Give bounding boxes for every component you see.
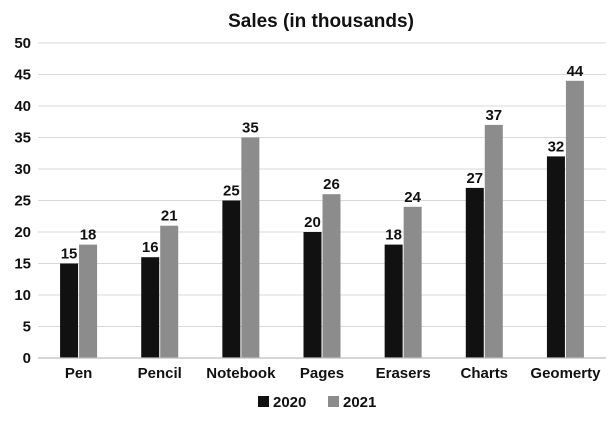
y-tick-label: 45 — [14, 67, 31, 84]
data-label: 15 — [61, 246, 78, 263]
bar-2020-erasers — [384, 244, 403, 358]
bar-2021-pages — [322, 194, 341, 358]
y-axis-ticks: 0 5 10 15 20 25 30 35 40 45 50 — [14, 35, 31, 367]
x-tick-label: Geomerty — [530, 365, 601, 382]
data-label: 32 — [548, 138, 565, 155]
bars — [60, 80, 584, 359]
bar-2021-notebook — [241, 137, 260, 358]
data-label: 27 — [466, 170, 483, 187]
bar-2020-pages — [303, 232, 322, 358]
data-label: 26 — [323, 176, 340, 193]
y-tick-label: 35 — [14, 130, 31, 147]
y-tick-label: 5 — [23, 319, 31, 336]
data-label: 37 — [485, 107, 502, 124]
y-tick-label: 0 — [23, 350, 31, 367]
data-label: 20 — [304, 214, 321, 231]
bar-2021-pen — [79, 244, 98, 358]
x-tick-label: Pages — [300, 365, 344, 382]
y-tick-label: 30 — [14, 161, 31, 178]
legend-label: 2021 — [343, 394, 376, 411]
data-label: 16 — [142, 239, 159, 256]
bar-2020-charts — [465, 187, 484, 358]
legend-swatch-2021 — [328, 396, 339, 407]
x-tick-label: Notebook — [206, 365, 276, 382]
legend-swatch-2020 — [258, 396, 269, 407]
data-label: 44 — [567, 63, 584, 80]
y-tick-label: 20 — [14, 224, 31, 241]
x-tick-label: Charts — [461, 365, 509, 382]
x-axis-ticks: Pen Pencil Notebook Pages Erasers Charts Geome… — [65, 365, 601, 382]
legend: 2020 2021 — [258, 394, 376, 411]
data-label: 21 — [161, 208, 178, 225]
data-label: 25 — [223, 183, 240, 200]
bar-2021-pencil — [160, 225, 179, 358]
data-label: 18 — [385, 227, 402, 244]
data-label: 24 — [404, 189, 421, 206]
legend-label: 2020 — [273, 394, 306, 411]
y-tick-label: 50 — [14, 35, 31, 52]
x-tick-label: Pen — [65, 365, 93, 382]
gridlines — [38, 42, 606, 327]
chart-title: Sales (in thousands) — [228, 11, 414, 32]
y-tick-label: 40 — [14, 98, 31, 115]
bar-2021-charts — [484, 124, 503, 359]
data-label: 18 — [80, 227, 97, 244]
x-tick-label: Erasers — [376, 365, 431, 382]
data-label: 35 — [242, 120, 259, 137]
bar-2020-notebook — [222, 200, 241, 358]
bar-2020-pen — [60, 263, 79, 358]
bar-2021-erasers — [403, 206, 422, 358]
bar-2020-pencil — [141, 257, 160, 358]
x-tick-label: Pencil — [138, 365, 182, 382]
y-tick-label: 10 — [14, 287, 31, 304]
bar-2020-geomerty — [546, 156, 565, 358]
y-tick-label: 25 — [14, 193, 31, 210]
bar-2021-geomerty — [565, 80, 584, 359]
y-tick-label: 15 — [14, 256, 31, 273]
